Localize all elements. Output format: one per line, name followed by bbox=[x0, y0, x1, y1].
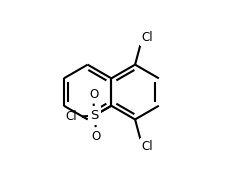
Text: Cl: Cl bbox=[65, 110, 77, 123]
Text: Cl: Cl bbox=[141, 140, 152, 153]
Text: O: O bbox=[91, 130, 100, 143]
Text: S: S bbox=[90, 109, 98, 122]
Text: Cl: Cl bbox=[141, 31, 152, 44]
Text: O: O bbox=[89, 88, 98, 101]
